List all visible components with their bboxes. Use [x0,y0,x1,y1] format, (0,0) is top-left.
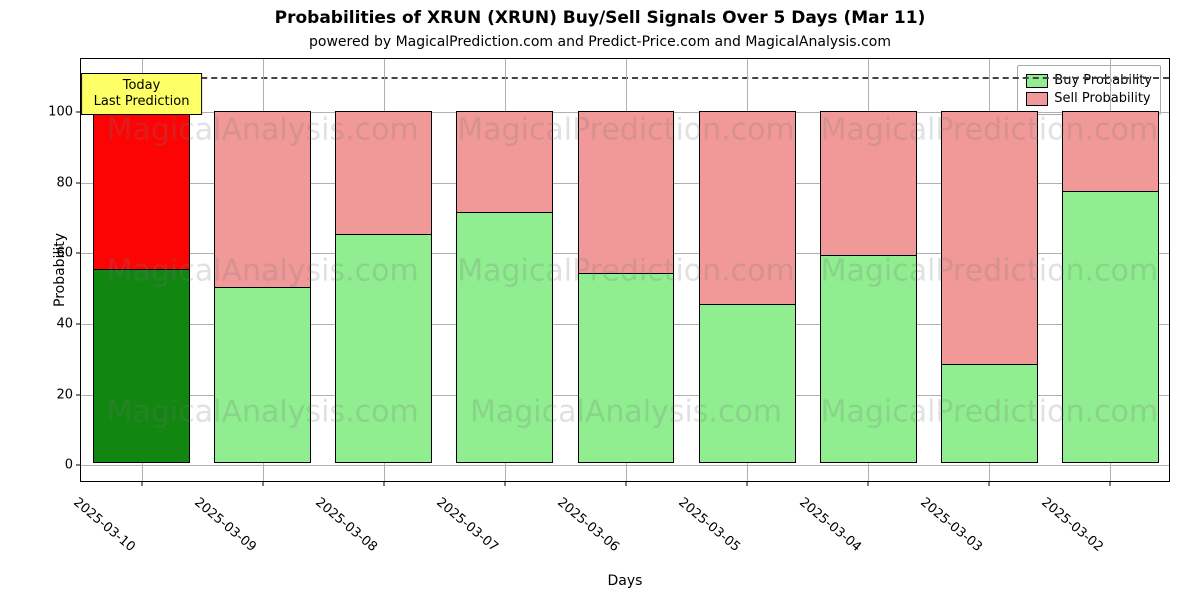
today-annotation: TodayLast Prediction [81,73,203,116]
xtick-mark [262,481,263,486]
bar-sell [699,111,796,305]
xtick-mark [989,481,990,486]
ytick-label: 40 [56,317,73,332]
ytick-label: 100 [48,105,73,120]
figure: Probabilities of XRUN (XRUN) Buy/Sell Si… [0,0,1200,600]
xtick-label: 2025-03-07 [433,495,501,555]
xtick-mark [141,481,142,486]
dashed-threshold-line [81,77,1169,79]
xtick-mark [1110,481,1111,486]
bar-buy [699,304,796,463]
x-axis-label: Days [608,573,643,589]
chart-title: Probabilities of XRUN (XRUN) Buy/Sell Si… [0,8,1200,28]
ytick-mark [76,394,81,395]
ytick-mark [76,182,81,183]
xtick-label: 2025-03-02 [1039,495,1107,555]
ytick-label: 60 [56,246,73,261]
bar-sell [1062,111,1159,192]
bar-buy [941,364,1038,463]
annotation-line1: Today [94,78,190,94]
ytick-label: 20 [56,387,73,402]
bar-buy [456,212,553,463]
plot-area: Probability Days Buy Probability Sell Pr… [80,58,1170,482]
ytick-label: 80 [56,175,73,190]
legend-item-sell: Sell Probability [1026,90,1152,108]
bar-buy [1062,191,1159,463]
bar-buy [93,269,190,463]
ytick-label: 0 [65,458,73,473]
bar-buy [335,234,432,464]
legend-label-buy: Buy Probability [1054,72,1152,90]
xtick-mark [504,481,505,486]
annotation-line2: Last Prediction [94,94,190,110]
y-axis-label: Probability [52,233,68,307]
bar-sell [214,111,311,288]
xtick-label: 2025-03-04 [797,495,865,555]
bar-buy [214,287,311,464]
legend-item-buy: Buy Probability [1026,72,1152,90]
bar-sell [93,111,190,270]
bar-sell [578,111,675,274]
legend-label-sell: Sell Probability [1054,90,1150,108]
bar-buy [578,273,675,464]
ytick-mark [76,465,81,466]
bar-sell [941,111,1038,365]
xtick-mark [626,481,627,486]
xtick-label: 2025-03-09 [191,495,259,555]
bar-sell [335,111,432,235]
xtick-mark [747,481,748,486]
xtick-label: 2025-03-03 [918,495,986,555]
ytick-mark [76,324,81,325]
legend: Buy Probability Sell Probability [1017,65,1161,115]
xtick-mark [868,481,869,486]
bar-sell [456,111,553,213]
chart-subtitle: powered by MagicalPrediction.com and Pre… [0,34,1200,50]
xtick-label: 2025-03-10 [70,495,138,555]
xtick-label: 2025-03-08 [312,495,380,555]
xtick-mark [383,481,384,486]
bar-buy [820,255,917,463]
xtick-label: 2025-03-06 [554,495,622,555]
bar-sell [820,111,917,256]
ytick-mark [76,253,81,254]
xtick-label: 2025-03-05 [675,495,743,555]
legend-swatch-sell [1026,92,1048,106]
gridline-h [81,465,1169,466]
